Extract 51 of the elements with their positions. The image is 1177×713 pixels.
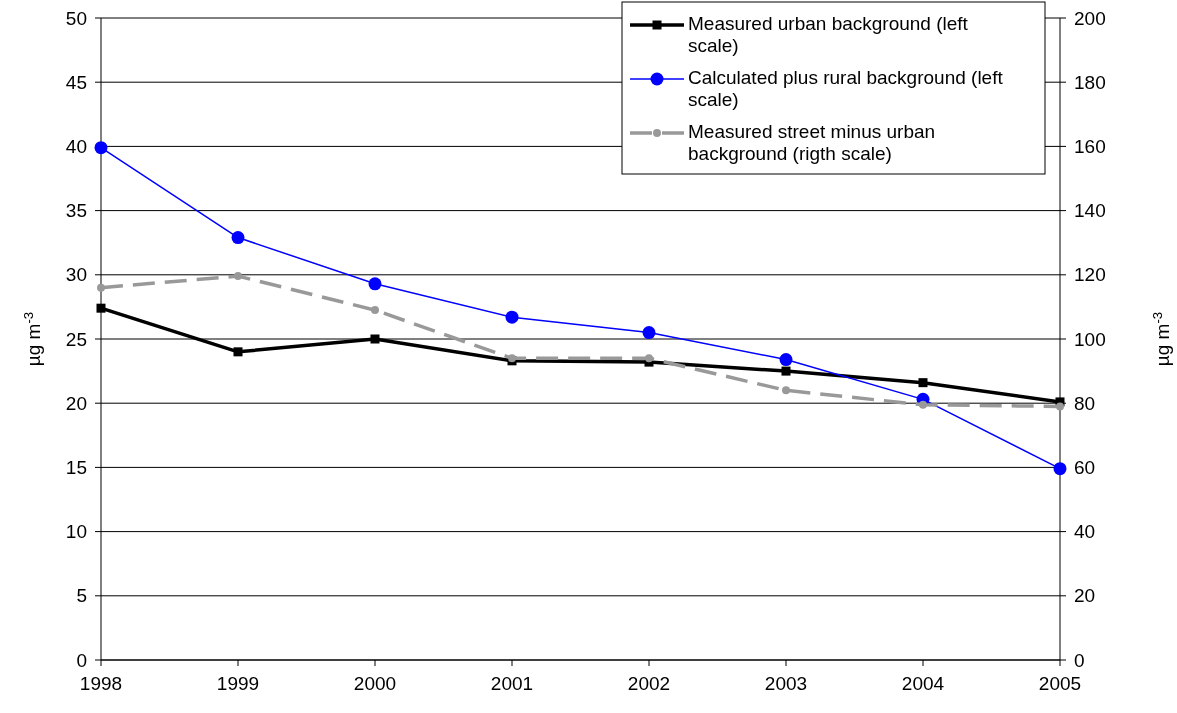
point: [94, 141, 108, 155]
y2-tick-label: 80: [1074, 392, 1096, 414]
point: [231, 231, 245, 245]
y2-tick-label: 200: [1074, 7, 1106, 29]
point: [371, 306, 379, 315]
y2-tick-label: 0: [1074, 649, 1085, 671]
y-tick-label: 10: [65, 521, 87, 543]
point: [919, 400, 927, 409]
point: [233, 347, 243, 357]
y2-tick-label: 160: [1074, 136, 1106, 158]
point: [505, 310, 519, 324]
y-tick-label: 30: [65, 264, 87, 286]
point: [779, 353, 793, 367]
point: [781, 366, 791, 376]
point: [370, 334, 380, 344]
point: [642, 326, 656, 340]
point: [96, 303, 106, 313]
y2-tick-label: 120: [1074, 264, 1106, 286]
point: [234, 272, 242, 281]
y-tick-label: 0: [76, 649, 87, 671]
y-tick-label: 35: [65, 200, 87, 222]
x-tick-label: 1999: [216, 673, 260, 694]
y2-tick-label: 100: [1074, 328, 1106, 350]
x-tick-label: 2002: [627, 673, 671, 694]
x-tick-label: 2001: [490, 673, 534, 694]
x-tick-label: 2003: [764, 673, 808, 694]
point: [368, 277, 382, 291]
legend-label: Measured street minus urban background (rigth scale): [688, 121, 936, 165]
y-tick-label: 25: [65, 328, 87, 350]
y2-tick-label: 180: [1074, 71, 1106, 93]
y-tick-label: 40: [65, 136, 87, 158]
x-tick-label: 2004: [901, 673, 945, 694]
y2-tick-label: 40: [1074, 521, 1096, 543]
x-tick-label: 2005: [1038, 673, 1082, 694]
point: [918, 378, 928, 388]
y2-tick-label: 20: [1074, 585, 1096, 607]
y-tick-label: 50: [65, 7, 87, 29]
y-tick-label: 5: [76, 585, 87, 607]
point: [645, 354, 653, 363]
point: [782, 386, 790, 395]
point: [1053, 462, 1067, 476]
legend-label: Calculated plus rural background (left scale): [688, 67, 1004, 111]
legend-label: Measured urban background (left scale): [688, 13, 969, 57]
y-tick-label: 15: [65, 457, 87, 479]
x-tick-label: 1998: [79, 673, 123, 694]
y-tick-label: 20: [65, 392, 87, 414]
y2-tick-label: 140: [1074, 200, 1106, 222]
y2-tick-label: 60: [1074, 457, 1096, 479]
x-tick-label: 2000: [353, 673, 397, 694]
point: [97, 283, 105, 292]
y-tick-label: 45: [65, 71, 87, 93]
